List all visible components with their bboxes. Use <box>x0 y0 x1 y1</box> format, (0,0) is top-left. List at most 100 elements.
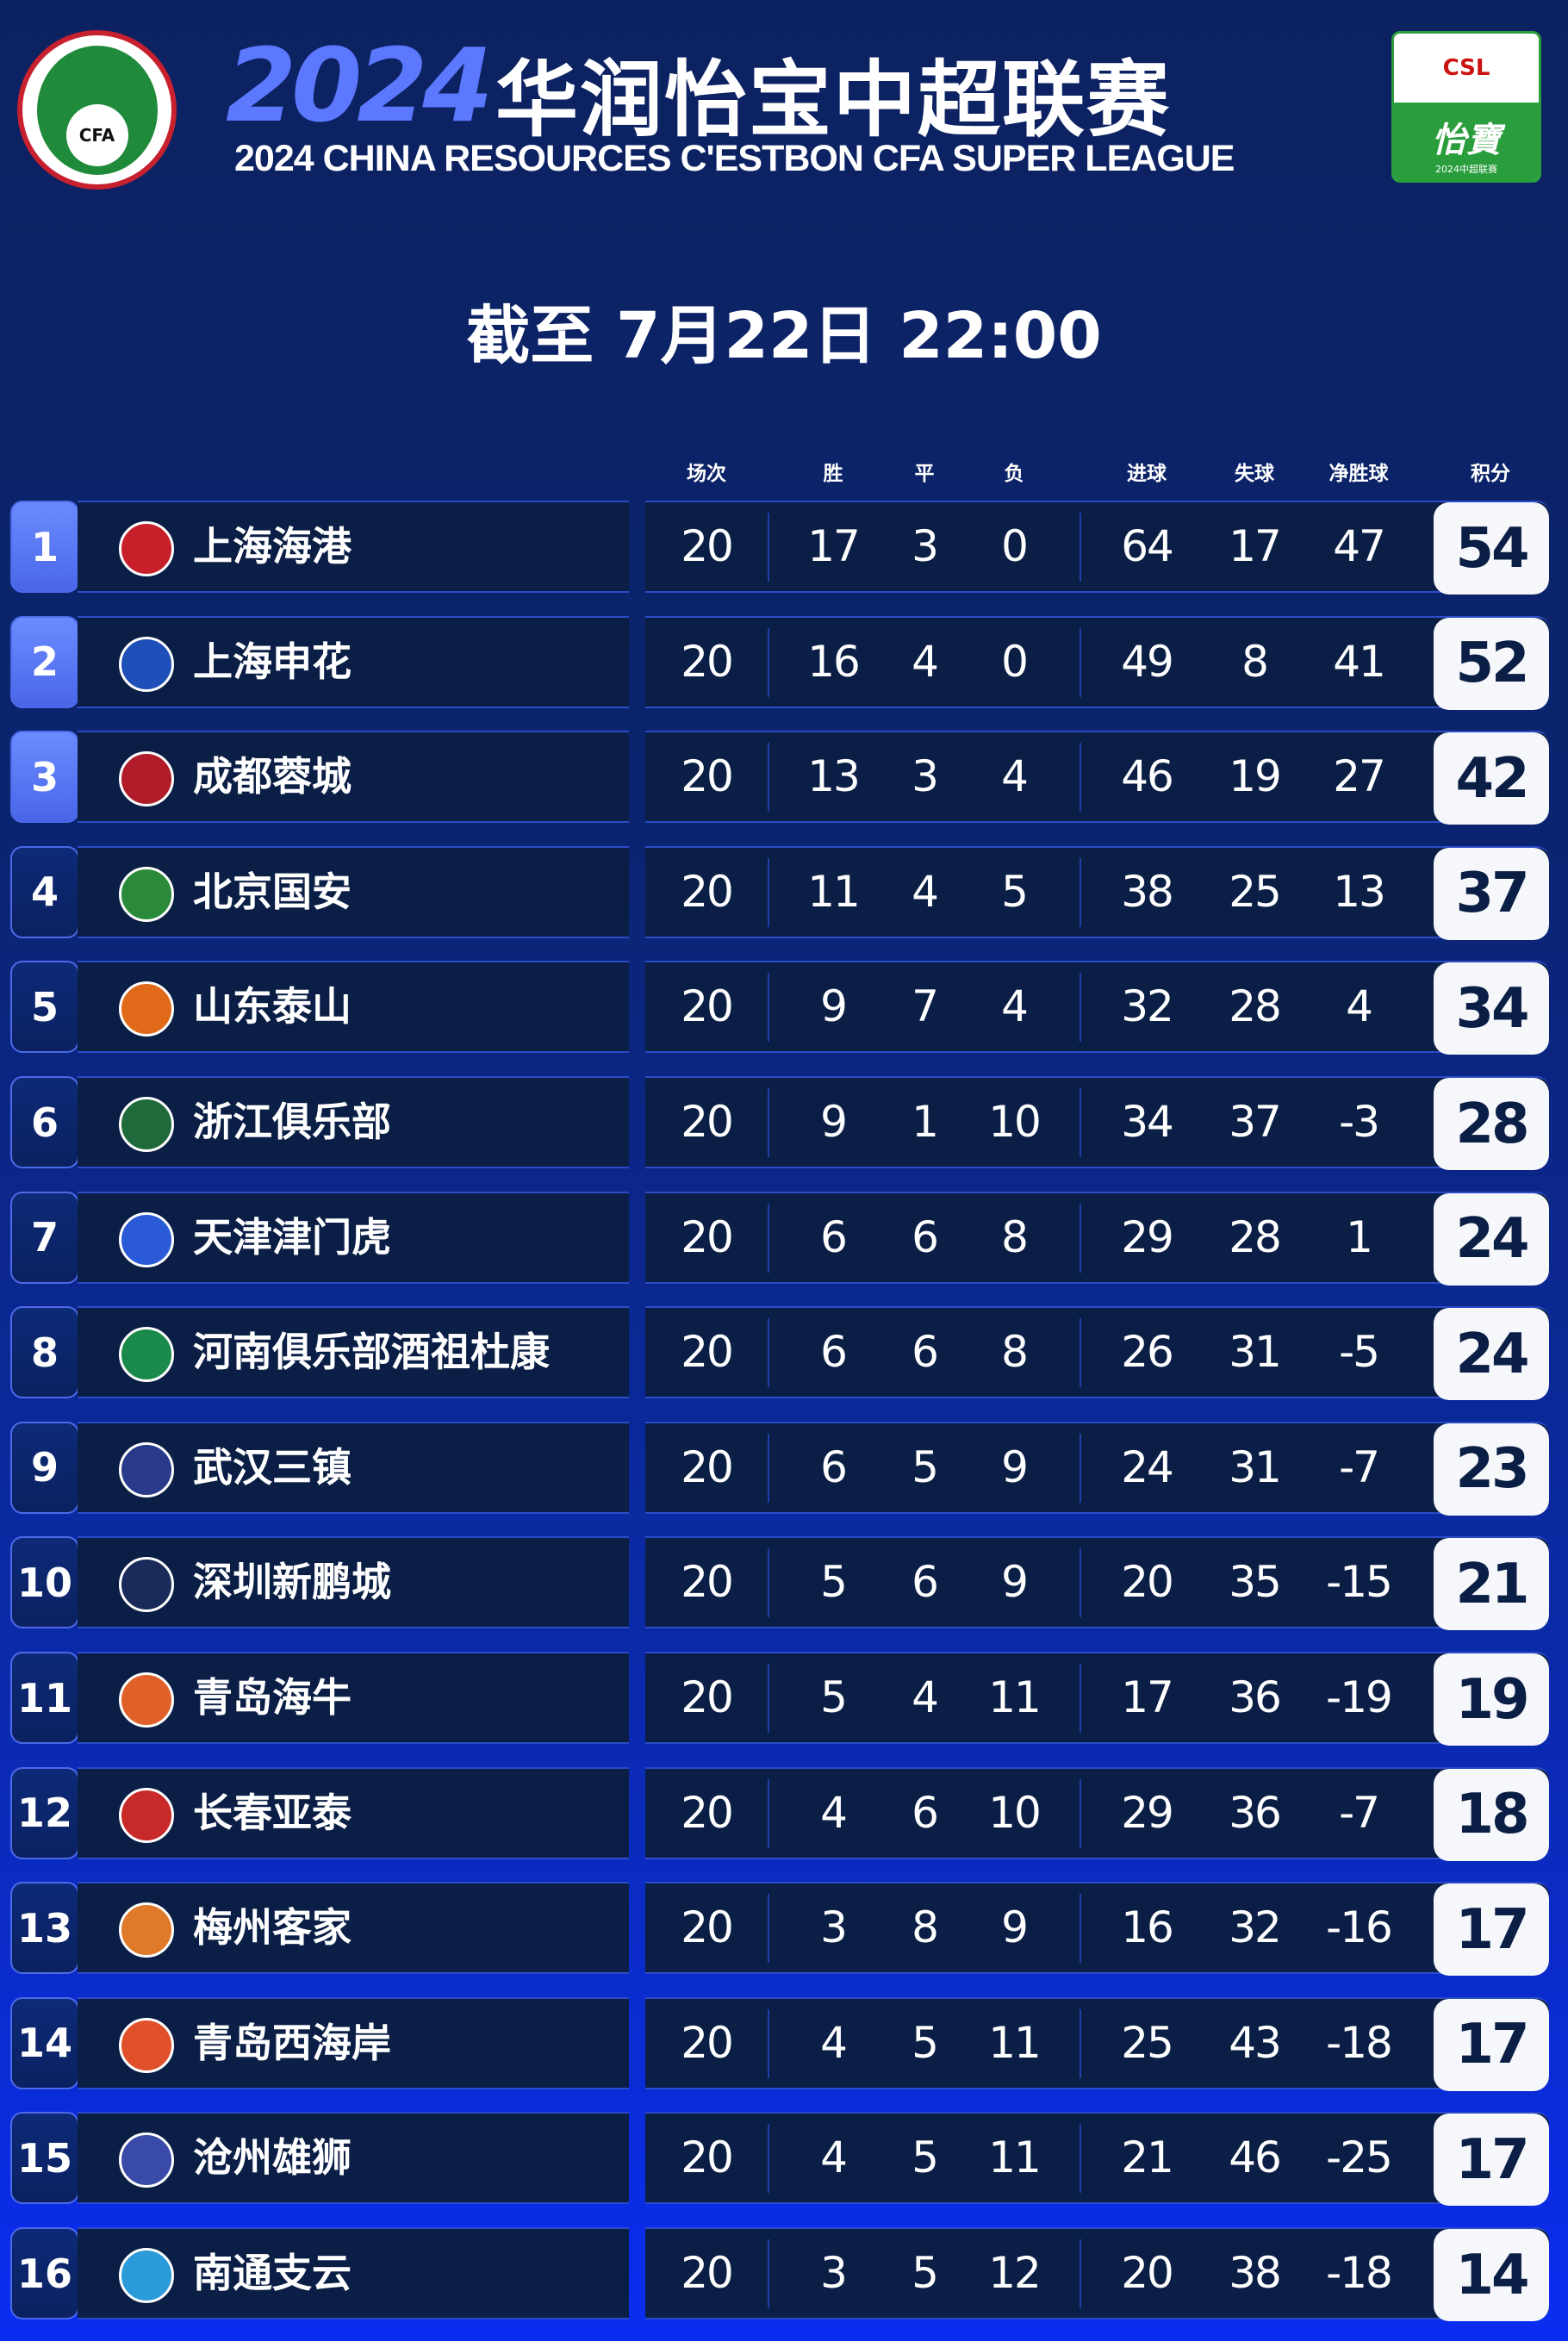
title-cn: 华润怡宝中超联赛 <box>495 52 1171 148</box>
team-cell: 长春亚泰 <box>78 1766 629 1859</box>
stats-cell: 20 9 7 4 32 28 4 34 <box>645 961 1549 1055</box>
table-row: 16 南通支云 20 3 5 12 20 38 -18 14 <box>10 2227 1549 2321</box>
rank-badge: 2 <box>10 615 79 708</box>
team-crest-icon <box>119 981 174 1037</box>
team-crest-icon <box>119 1097 174 1152</box>
rank-badge: 9 <box>10 1421 79 1514</box>
table-row: 8 河南俱乐部酒祖杜康 20 6 6 8 26 31 -5 24 <box>10 1306 1549 1401</box>
divider <box>768 1088 769 1157</box>
stat-goals-for: 20 <box>1121 2248 1174 2298</box>
column-header-points: 积分 <box>1471 463 1510 485</box>
column-header-goals-for: 进球 <box>1127 463 1167 485</box>
stats-cell: 20 17 3 0 64 17 47 54 <box>645 501 1549 595</box>
team-crest-icon <box>119 1557 174 1613</box>
team-name: 北京国安 <box>193 868 352 915</box>
stat-goals-for: 49 <box>1121 636 1174 687</box>
stat-goal-difference: -25 <box>1326 2132 1393 2183</box>
stats-cell: 20 4 6 10 29 36 -7 18 <box>645 1766 1549 1861</box>
stat-losses: 8 <box>1001 1327 1029 1378</box>
rank-badge: 1 <box>10 501 79 593</box>
team-cell: 北京国安 <box>78 845 629 938</box>
points-value: 24 <box>1434 1308 1549 1401</box>
divider <box>1080 2239 1081 2308</box>
table-row: 9 武汉三镇 20 6 5 9 24 31 -7 23 <box>10 1421 1549 1516</box>
stats-cell: 20 5 4 11 17 36 -19 19 <box>645 1652 1549 1746</box>
stat-goal-difference: -15 <box>1326 1557 1393 1608</box>
team-name: 武汉三镇 <box>193 1443 352 1491</box>
points-value: 18 <box>1434 1768 1549 1861</box>
stat-goals-against: 35 <box>1229 1557 1282 1608</box>
stat-goals-against: 31 <box>1229 1327 1282 1378</box>
team-name: 青岛海牛 <box>193 1674 352 1721</box>
rank-badge: 13 <box>10 1882 79 1975</box>
points-value: 54 <box>1434 502 1549 595</box>
team-name: 成都蓉城 <box>193 753 352 800</box>
points-value: 17 <box>1434 1883 1549 1977</box>
stat-played: 20 <box>681 981 734 1032</box>
stat-goals-for: 21 <box>1121 2132 1174 2183</box>
stat-goals-against: 17 <box>1229 521 1282 571</box>
team-name: 梅州客家 <box>193 1904 352 1952</box>
stat-played: 20 <box>681 1902 734 1953</box>
team-cell: 成都蓉城 <box>78 731 629 824</box>
stat-draws: 4 <box>912 866 939 917</box>
stat-goals-against: 28 <box>1229 1211 1282 1262</box>
stats-cell: 20 13 3 4 46 19 27 42 <box>645 731 1549 825</box>
stat-goal-difference: 47 <box>1333 521 1386 571</box>
stat-wins: 16 <box>807 636 861 687</box>
divider <box>768 743 769 813</box>
team-name: 青岛西海岸 <box>193 2019 391 2066</box>
stat-played: 20 <box>681 2132 734 2183</box>
rank-badge: 11 <box>10 1652 79 1744</box>
stat-wins: 9 <box>820 1097 848 1147</box>
divider <box>768 2124 769 2194</box>
divider <box>768 513 769 582</box>
points-value: 37 <box>1434 847 1549 940</box>
stat-goal-difference: -19 <box>1326 1672 1393 1722</box>
stat-wins: 5 <box>820 1672 848 1722</box>
stat-goal-difference: -18 <box>1326 2248 1393 2298</box>
stat-wins: 3 <box>820 2248 848 2298</box>
team-cell: 河南俱乐部酒祖杜康 <box>78 1306 629 1399</box>
team-crest-icon <box>119 1787 174 1843</box>
stat-played: 20 <box>681 1441 734 1492</box>
divider <box>1080 857 1081 927</box>
stat-goals-for: 29 <box>1121 1787 1174 1838</box>
team-name: 沧州雄狮 <box>193 2134 352 2182</box>
stat-played: 20 <box>681 636 734 687</box>
stat-played: 20 <box>681 1787 734 1838</box>
divider <box>768 1318 769 1388</box>
points-value: 34 <box>1434 962 1549 1055</box>
table-row: 10 深圳新鹏城 20 5 6 9 20 35 -15 21 <box>10 1536 1549 1631</box>
divider <box>1080 743 1081 813</box>
stat-wins: 17 <box>807 521 861 571</box>
divider <box>768 857 769 927</box>
stats-cell: 20 16 4 0 49 8 41 52 <box>645 615 1549 710</box>
rank-badge: 5 <box>10 961 79 1054</box>
points-value: 42 <box>1434 732 1549 825</box>
stat-goals-for: 20 <box>1121 1557 1174 1608</box>
title-en: 2024 CHINA RESOURCES C'ESTBON CFA SUPER … <box>234 138 1235 179</box>
rank-badge: 14 <box>10 1996 79 2089</box>
stat-goals-for: 38 <box>1121 866 1174 917</box>
stat-draws: 7 <box>912 981 939 1032</box>
stat-goals-against: 19 <box>1229 751 1282 802</box>
team-name: 河南俱乐部酒祖杜康 <box>193 1329 550 1376</box>
team-crest-icon <box>119 866 174 922</box>
table-row: 4 北京国安 20 11 4 5 38 25 13 37 <box>10 845 1549 940</box>
stats-cell: 20 11 4 5 38 25 13 37 <box>645 845 1549 940</box>
team-cell: 南通支云 <box>78 2227 629 2319</box>
stat-draws: 4 <box>912 636 939 687</box>
stats-cell: 20 4 5 11 25 43 -18 17 <box>645 1996 1549 2091</box>
team-name: 上海申花 <box>193 638 352 685</box>
stat-played: 20 <box>681 751 734 802</box>
stat-wins: 5 <box>820 1557 848 1608</box>
column-header-draws: 平 <box>914 463 935 485</box>
stat-draws: 5 <box>912 2017 939 2068</box>
stats-cell: 20 3 8 9 16 32 -16 17 <box>645 1882 1549 1977</box>
rank-badge: 15 <box>10 2112 79 2205</box>
stat-goal-difference: -7 <box>1339 1441 1380 1492</box>
table-row: 2 上海申花 20 16 4 0 49 8 41 52 <box>10 615 1549 710</box>
points-value: 21 <box>1434 1538 1549 1631</box>
divider <box>1080 2124 1081 2194</box>
